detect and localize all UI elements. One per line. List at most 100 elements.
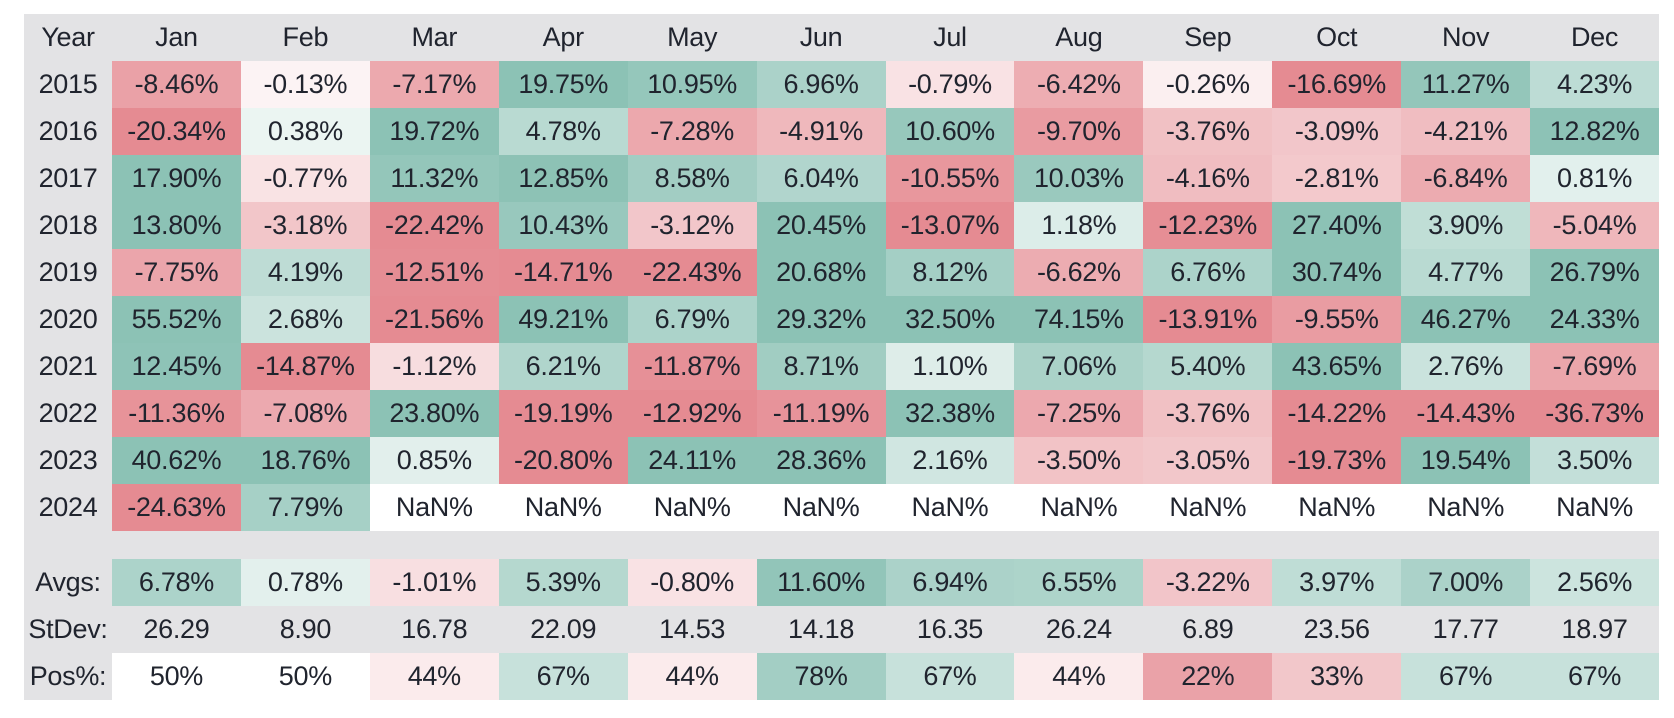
return-cell: -9.70% <box>1014 108 1144 155</box>
return-cell: -14.43% <box>1401 390 1531 437</box>
return-cell: 4.19% <box>240 249 370 296</box>
year-label: 2024 <box>38 492 98 522</box>
summary-cell: 17.77 <box>1432 614 1499 644</box>
return-cell: -0.26% <box>1143 61 1273 108</box>
return-cell: -11.19% <box>756 390 886 437</box>
return-cell: -3.12% <box>627 202 757 249</box>
year-row-2019: 2019 -7.75% 4.19% -12.51% -14.71% -22.43% 20.6… <box>24 249 1659 296</box>
return-cell: -19.19% <box>498 390 628 437</box>
return-cell: -4.91% <box>756 108 886 155</box>
return-cell: 10.43% <box>498 202 628 249</box>
return-cell: 27.40% <box>1272 202 1402 249</box>
year-label: 2022 <box>38 398 98 428</box>
return-cell: -4.21% <box>1401 108 1531 155</box>
summary-cell: 33% <box>1272 653 1402 700</box>
return-cell: -10.55% <box>885 155 1015 202</box>
year-row-2015: 2015 -8.46% -0.13% -7.17% 19.75% 10.95% 6.96% -… <box>24 61 1659 108</box>
return-cell: -11.36% <box>112 390 241 437</box>
return-cell: -20.34% <box>112 108 241 155</box>
summary-label: Pos%: <box>29 661 107 691</box>
return-cell: 10.03% <box>1014 155 1144 202</box>
return-cell: 19.54% <box>1401 437 1531 484</box>
return-cell: 23.80% <box>369 390 499 437</box>
return-cell: 0.81% <box>1530 155 1659 202</box>
column-header-mar: Mar <box>411 22 458 52</box>
column-header-apr: Apr <box>542 22 584 52</box>
column-header-sep: Sep <box>1184 22 1232 52</box>
return-cell: -3.76% <box>1143 108 1273 155</box>
return-cell: -20.80% <box>498 437 628 484</box>
return-cell: NaN% <box>1401 484 1531 531</box>
return-cell: 0.85% <box>369 437 499 484</box>
summary-cell: 50% <box>240 653 370 700</box>
year-label: 2019 <box>38 257 98 287</box>
monthly-returns-heatmap: Year Jan Feb Mar Apr May Jun Jul Aug Sep Oct Nov Dec… <box>24 14 1659 700</box>
return-cell: 8.58% <box>627 155 757 202</box>
return-cell: 13.80% <box>112 202 241 249</box>
summary-cell: 11.60% <box>756 559 886 606</box>
summary-cell: 67% <box>885 653 1015 700</box>
return-cell: 8.71% <box>756 343 886 390</box>
return-cell: 2.76% <box>1401 343 1531 390</box>
return-cell: 12.45% <box>112 343 241 390</box>
summary-cell: 6.55% <box>1014 559 1144 606</box>
summary-label: StDev: <box>28 614 108 644</box>
year-row-2024: 2024 -24.63% 7.79% NaN% NaN% NaN% NaN% NaN% NaN%… <box>24 484 1659 531</box>
summary-cell: 44% <box>369 653 499 700</box>
return-cell: -0.77% <box>240 155 370 202</box>
summary-cell: 14.53 <box>659 614 726 644</box>
return-cell: 10.60% <box>885 108 1015 155</box>
summary-cell: 44% <box>1014 653 1144 700</box>
summary-cell: 14.18 <box>788 614 855 644</box>
return-cell: -36.73% <box>1530 390 1659 437</box>
return-cell: -4.16% <box>1143 155 1273 202</box>
return-cell: -7.28% <box>627 108 757 155</box>
return-cell: -6.84% <box>1401 155 1531 202</box>
return-cell: 11.27% <box>1401 61 1531 108</box>
return-cell: -7.17% <box>369 61 499 108</box>
year-row-2022: 2022 -11.36% -7.08% 23.80% -19.19% -12.92% -11… <box>24 390 1659 437</box>
return-cell: 4.78% <box>498 108 628 155</box>
summary-cell: 26.24 <box>1045 614 1112 644</box>
spacer-row <box>24 531 1659 559</box>
return-cell: NaN% <box>1143 484 1273 531</box>
return-cell: NaN% <box>885 484 1015 531</box>
summary-cell: 8.90 <box>279 614 332 644</box>
return-cell: -13.07% <box>885 202 1015 249</box>
summary-cell: 6.89 <box>1182 614 1234 644</box>
return-cell: -0.79% <box>885 61 1015 108</box>
return-cell: NaN% <box>756 484 886 531</box>
return-cell: -7.08% <box>240 390 370 437</box>
return-cell: 24.11% <box>627 437 757 484</box>
summary-cell: 67% <box>1401 653 1531 700</box>
year-label: 2021 <box>38 351 98 381</box>
year-label: 2017 <box>38 163 98 193</box>
return-cell: 49.21% <box>498 296 628 343</box>
summary-cell: 0.78% <box>240 559 370 606</box>
return-cell: NaN% <box>1014 484 1144 531</box>
year-row-2017: 2017 17.90% -0.77% 11.32% 12.85% 8.58% 6.04% -1… <box>24 155 1659 202</box>
return-cell: 28.36% <box>756 437 886 484</box>
return-cell: -8.46% <box>112 61 241 108</box>
year-row-2018: 2018 13.80% -3.18% -22.42% 10.43% -3.12% 20.45… <box>24 202 1659 249</box>
return-cell: 2.68% <box>240 296 370 343</box>
return-cell: 46.27% <box>1401 296 1531 343</box>
return-cell: -12.23% <box>1143 202 1273 249</box>
return-cell: 18.76% <box>240 437 370 484</box>
summary-cell: 16.78 <box>401 614 468 644</box>
summary-cell: 67% <box>498 653 628 700</box>
summary-cell: 2.56% <box>1530 559 1659 606</box>
column-header-oct: Oct <box>1316 22 1358 52</box>
return-cell: -14.22% <box>1272 390 1402 437</box>
return-cell: NaN% <box>1272 484 1402 531</box>
column-header-may: May <box>667 22 718 52</box>
summary-cell: 50% <box>112 653 241 700</box>
return-cell: 29.32% <box>756 296 886 343</box>
year-label: 2016 <box>38 116 98 146</box>
return-cell: 32.50% <box>885 296 1015 343</box>
return-cell: -24.63% <box>112 484 241 531</box>
summary-cell: 7.00% <box>1401 559 1531 606</box>
return-cell: -3.09% <box>1272 108 1402 155</box>
return-cell: 40.62% <box>112 437 241 484</box>
summary-cell: 6.94% <box>885 559 1015 606</box>
